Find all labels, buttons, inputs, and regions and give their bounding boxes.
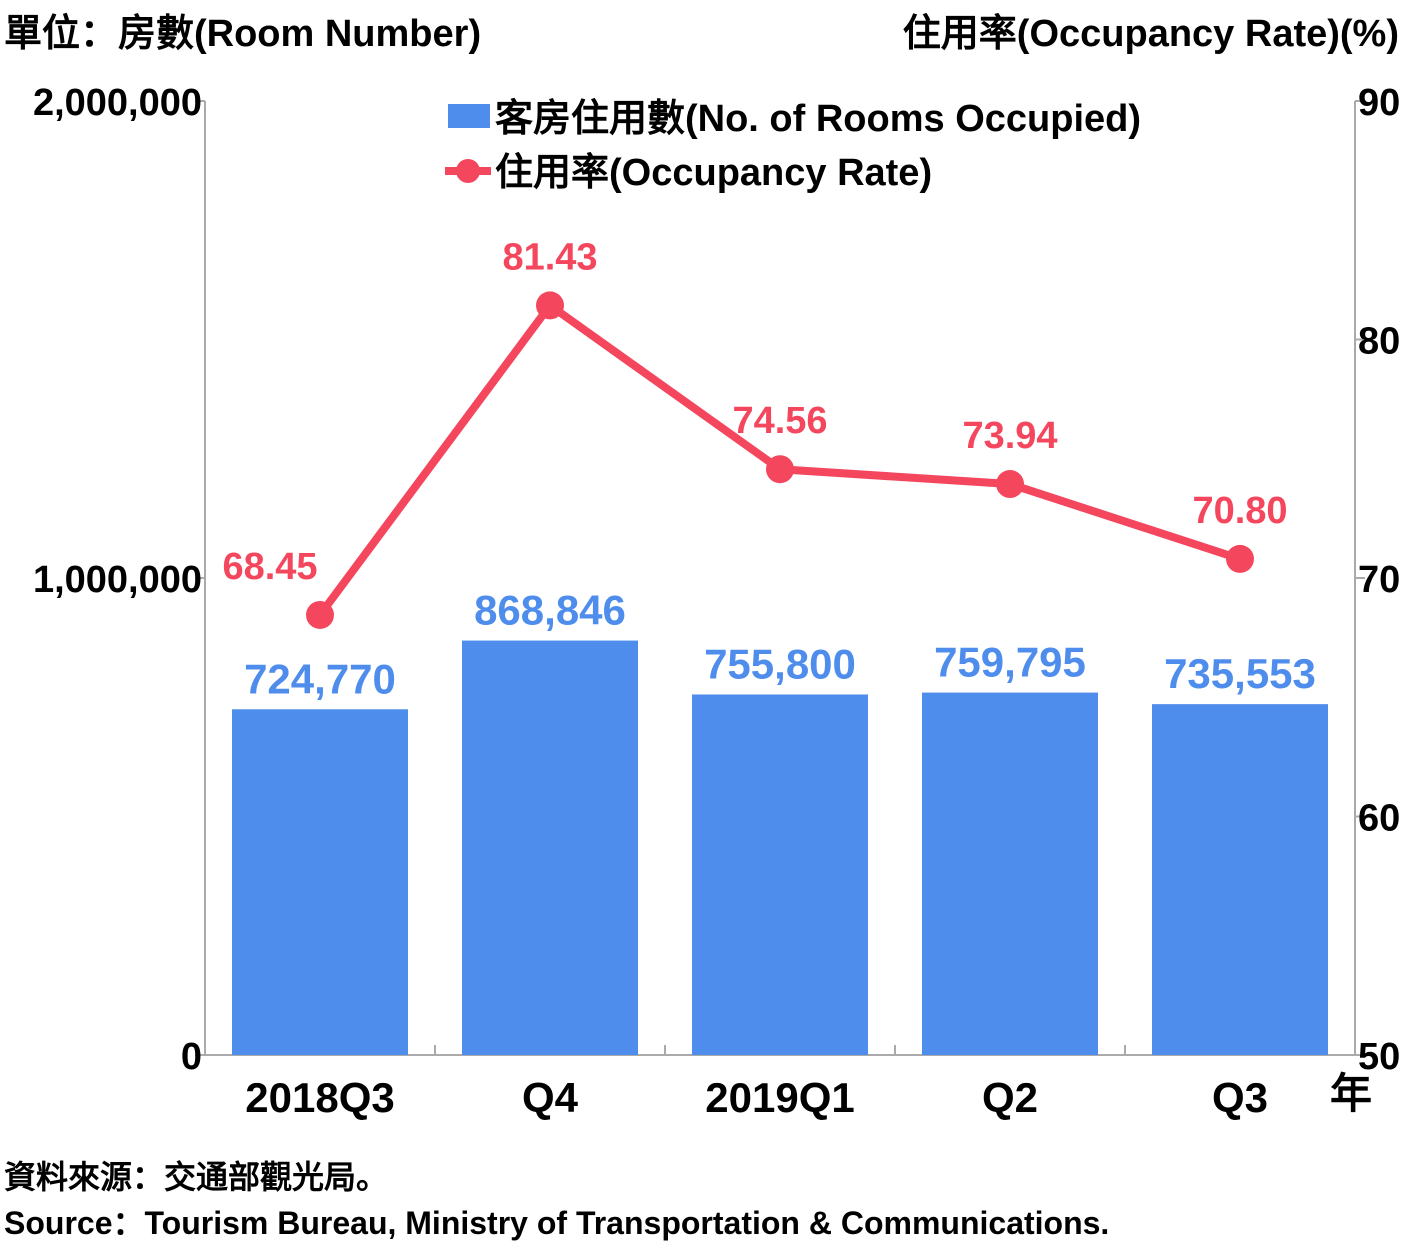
category-label: Q2 <box>982 1074 1038 1121</box>
bar-value-label: 724,770 <box>244 655 396 702</box>
legend-bar-swatch <box>448 104 490 128</box>
right-tick-label: 70 <box>1358 559 1400 601</box>
bar <box>232 709 408 1055</box>
right-tick-label: 90 <box>1358 82 1400 124</box>
source-zh: 資料來源：交通部觀光局。 <box>4 1159 389 1195</box>
left-tick-label: 1,000,000 <box>33 559 202 601</box>
bar <box>462 640 638 1055</box>
left-axis-unit: 單位：房數(Room Number) <box>4 13 482 55</box>
rate-value-label: 73.94 <box>962 415 1057 457</box>
legend-line-label: 住用率(Occupancy Rate) <box>495 152 932 194</box>
rate-point <box>1226 544 1254 573</box>
chart: 0 1,000,000 2,000,000 50 60 70 80 90 724,770 868,… <box>33 82 1400 1121</box>
bar <box>922 692 1098 1055</box>
legend-line-marker <box>456 159 480 183</box>
rate-point <box>536 291 564 320</box>
right-axis-unit: 住用率(Occupancy Rate)(%) <box>902 13 1399 55</box>
left-tick-label: 2,000,000 <box>33 82 202 124</box>
x-unit-label: 年 <box>1330 1070 1372 1117</box>
bar-value-label: 759,795 <box>934 639 1086 686</box>
bar-value-label: 755,800 <box>704 640 856 687</box>
left-tick-label: 0 <box>181 1036 202 1078</box>
rate-value-label: 81.43 <box>502 236 597 278</box>
rate-point <box>996 470 1024 499</box>
rate-point <box>766 455 794 484</box>
rate-point <box>306 600 334 629</box>
bar-value-label: 735,553 <box>1164 650 1316 697</box>
bar <box>692 694 868 1055</box>
source-en: Source：Tourism Bureau, Ministry of Trans… <box>4 1205 1110 1241</box>
category-label: 2018Q3 <box>245 1074 394 1121</box>
category-label: Q3 <box>1212 1074 1268 1121</box>
rate-value-label: 68.45 <box>222 546 317 588</box>
rate-value-label: 74.56 <box>732 400 827 442</box>
bar <box>1152 704 1328 1055</box>
right-tick-label: 80 <box>1358 321 1400 363</box>
category-label: 2019Q1 <box>705 1074 854 1121</box>
right-tick-label: 50 <box>1358 1036 1400 1078</box>
bar-value-label: 868,846 <box>474 587 626 634</box>
legend-bar-label: 客房住用數(No. of Rooms Occupied) <box>495 97 1141 140</box>
category-label: Q4 <box>522 1074 579 1121</box>
right-tick-label: 60 <box>1358 798 1400 840</box>
rate-value-label: 70.80 <box>1192 490 1287 532</box>
